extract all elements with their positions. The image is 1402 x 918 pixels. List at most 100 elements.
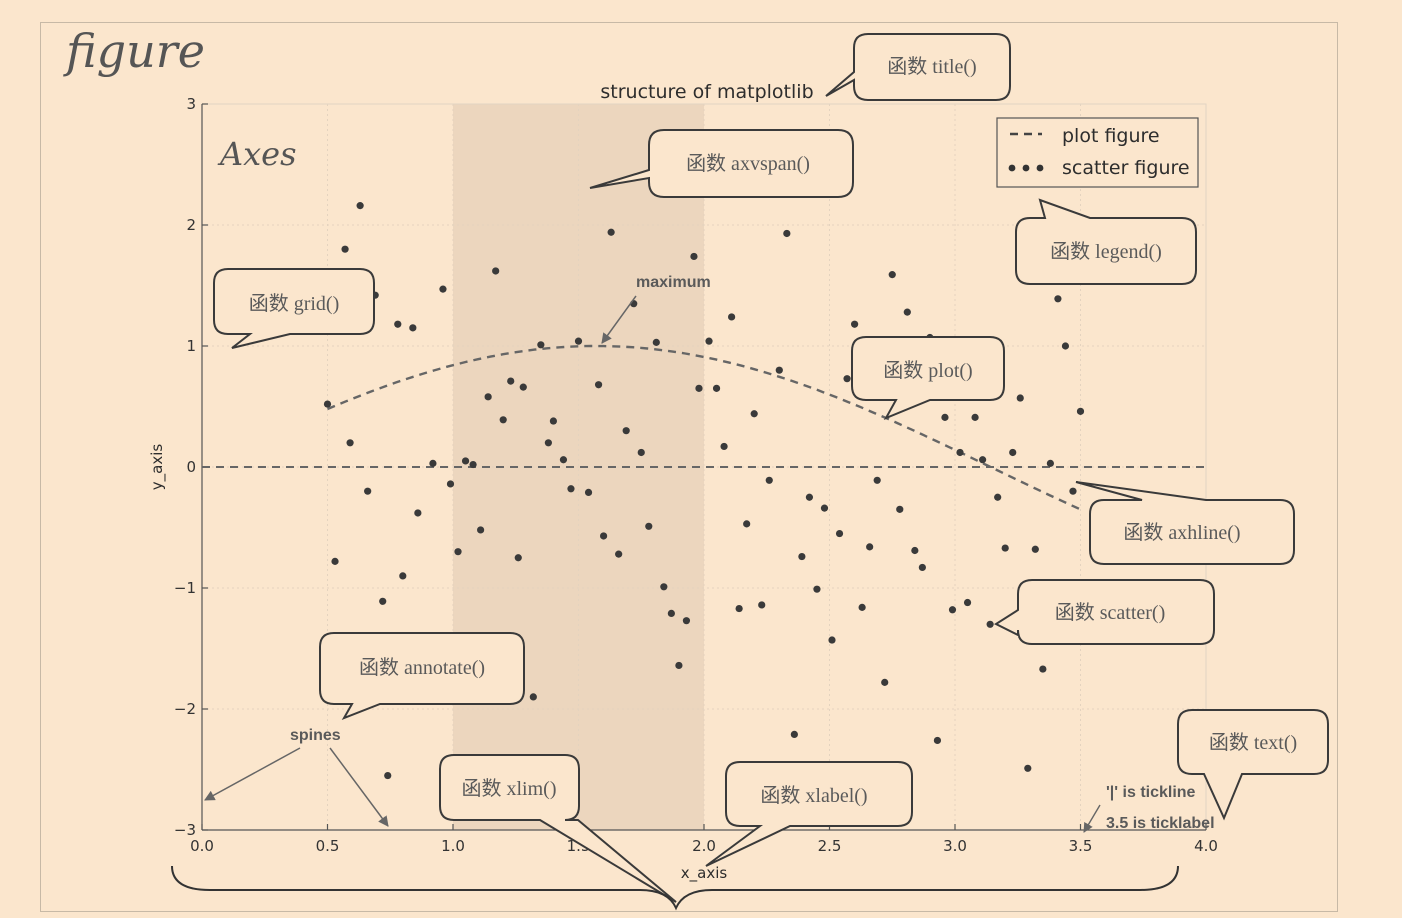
x-tick-label: 4.0 — [1194, 837, 1218, 855]
x-tick-label: 3.0 — [943, 837, 967, 855]
scatter-point — [1039, 665, 1047, 673]
callout-scatter: 函数 scatter() — [993, 579, 1215, 645]
scatter-point — [948, 606, 957, 614]
scatter-point — [720, 442, 728, 451]
legend-scatter-dot — [1022, 164, 1030, 172]
scatter-point — [903, 308, 911, 316]
callout-axhline: 函数 axhline() — [1075, 481, 1295, 565]
scatter-point — [667, 609, 675, 618]
scatter-point — [514, 554, 522, 562]
spines-arrow-left — [204, 747, 301, 801]
scatter-point — [559, 456, 568, 464]
callout-grid: 函数 grid() — [213, 268, 375, 349]
scatter-point — [660, 583, 668, 591]
scatter-point — [1069, 487, 1077, 495]
figure-border — [40, 22, 1338, 912]
callout-axhline-text: 函数 axhline() — [1123, 521, 1240, 544]
callout-xlabel: 函数 xlabel() — [705, 761, 913, 867]
ticklabel-annotation: 3.5 is ticklabel — [1106, 815, 1215, 832]
scatter-point — [399, 572, 407, 580]
scatter-point — [409, 324, 417, 332]
scatter-point — [446, 480, 455, 488]
scatter-point — [356, 202, 364, 210]
scatter-point — [775, 366, 783, 374]
scatter-point — [933, 736, 942, 745]
maximum-arrow — [601, 295, 637, 344]
scatter-point — [941, 413, 949, 421]
x-axis-label: x_axis — [681, 864, 728, 883]
callout-legend: 函数 legend() — [1015, 198, 1197, 285]
tickline-annotation: '|' is tickline — [1106, 784, 1196, 801]
callout-xlim: 函数 xlim() — [439, 754, 677, 903]
callout-annotate-text: 函数 annotate() — [359, 656, 485, 679]
scatter-point — [743, 520, 751, 528]
scatter-point — [637, 448, 645, 457]
callout-xlabel-text: 函数 xlabel() — [760, 784, 867, 807]
scatter-point — [712, 384, 721, 392]
chart-title: structure of matplotlib — [600, 81, 813, 103]
scatter-point — [735, 604, 743, 613]
y-tick-label: −2 — [174, 700, 196, 718]
scatter-point — [439, 285, 447, 293]
y-tick-label: 1 — [186, 337, 196, 355]
scatter-point — [820, 504, 829, 512]
callout-axvspan-text: 函数 axvspan() — [686, 152, 810, 175]
y-tick-label: −3 — [174, 821, 196, 839]
scatter-point — [971, 413, 979, 421]
scatter-point — [1009, 448, 1017, 457]
scatter-point — [379, 597, 387, 605]
scatter-point — [888, 271, 896, 279]
scatter-point — [881, 678, 889, 686]
scatter-point — [594, 381, 603, 389]
callout-legend-text: 函数 legend() — [1050, 240, 1162, 263]
scatter-point — [783, 229, 791, 238]
legend-scatter-dot — [1036, 164, 1044, 172]
scatter-point — [873, 476, 881, 484]
legend-box — [996, 117, 1199, 188]
scatter-point — [728, 313, 736, 321]
scatter-point — [1076, 407, 1085, 415]
callout-annotate: 函数 annotate() — [319, 632, 525, 720]
legend: plot figure scatter figure — [996, 117, 1199, 188]
y-tick-label: 0 — [186, 458, 196, 476]
scatter-point — [331, 557, 339, 565]
callout-title-text: 函数 title() — [887, 55, 976, 78]
callout-plot: 函数 plot() — [851, 336, 1005, 421]
scatter-point — [652, 338, 660, 346]
scatter-point — [574, 337, 583, 345]
x-tick-label: 0.0 — [190, 837, 214, 855]
scatter-point — [750, 410, 758, 418]
y-tick-label: −1 — [174, 579, 196, 597]
scatter-point — [758, 601, 766, 609]
scatter-points — [323, 202, 1085, 780]
scatter-point — [537, 341, 545, 349]
scatter-point — [645, 522, 653, 530]
scatter-point — [499, 416, 507, 424]
scatter-point — [765, 476, 773, 484]
scatter-point — [469, 460, 477, 469]
scatter-point — [1016, 394, 1024, 402]
figure-brace — [171, 865, 1179, 911]
x-tick-label: 2.5 — [818, 837, 842, 855]
x-tick-label: 1.0 — [441, 837, 465, 855]
scatter-point — [364, 487, 372, 495]
plot-line — [327, 344, 1081, 511]
callout-axvspan: 函数 axvspan() — [589, 129, 854, 198]
spines-annotation: spines — [290, 727, 341, 744]
scatter-point — [584, 488, 593, 497]
scatter-point — [979, 456, 987, 464]
scatter-point — [1054, 295, 1062, 303]
scatter-point — [675, 661, 683, 670]
scatter-point — [851, 320, 859, 328]
scatter-point — [956, 448, 964, 457]
scatter-point — [567, 485, 575, 493]
x-tick-label: 0.5 — [316, 837, 340, 855]
callout-scatter-text: 函数 scatter() — [1055, 601, 1166, 624]
callout-title: 函数 title() — [825, 33, 1011, 101]
spines-arrow-bottom — [329, 747, 389, 827]
scatter-point — [341, 245, 349, 253]
scatter-point — [866, 543, 874, 551]
scatter-point — [963, 598, 972, 607]
